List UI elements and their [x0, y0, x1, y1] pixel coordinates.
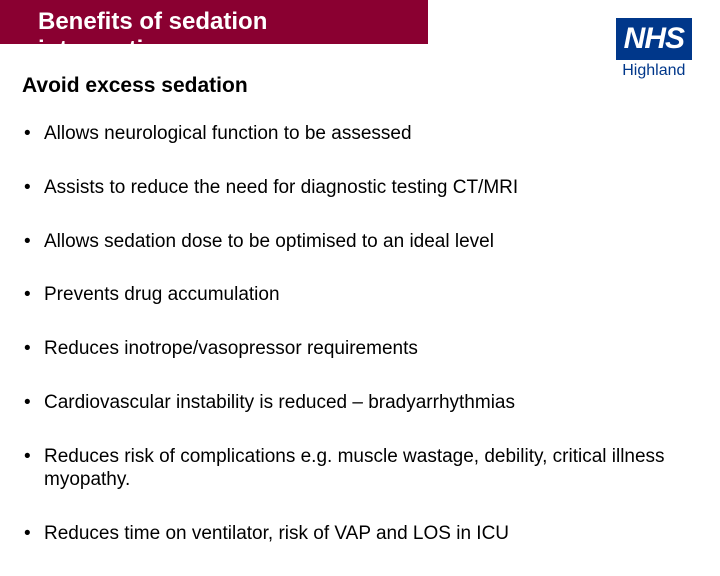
bullet-item: Allows neurological function to be asses… — [22, 122, 692, 146]
title-bar: Benefits of sedation interruption — [0, 0, 428, 44]
nhs-logo-subtext: Highland — [616, 62, 692, 80]
bullet-item: Reduces inotrope/vasopressor requirement… — [22, 337, 692, 361]
bullet-item: Assists to reduce the need for diagnosti… — [22, 176, 692, 200]
slide-title: Benefits of sedation interruption — [38, 8, 267, 63]
bullet-item: Prevents drug accumulation — [22, 283, 692, 307]
bullet-item: Reduces risk of complications e.g. muscl… — [22, 445, 692, 493]
bullet-item: Allows sedation dose to be optimised to … — [22, 230, 692, 254]
bullet-list: Allows neurological function to be asses… — [22, 122, 692, 576]
nhs-logo-block: NHS Highland — [616, 18, 692, 80]
bullet-item: Reduces time on ventilator, risk of VAP … — [22, 522, 692, 546]
bullet-item: Cardiovascular instability is reduced – … — [22, 391, 692, 415]
slide-subtitle: Avoid excess sedation — [22, 74, 248, 98]
nhs-logo: NHS — [616, 18, 692, 60]
